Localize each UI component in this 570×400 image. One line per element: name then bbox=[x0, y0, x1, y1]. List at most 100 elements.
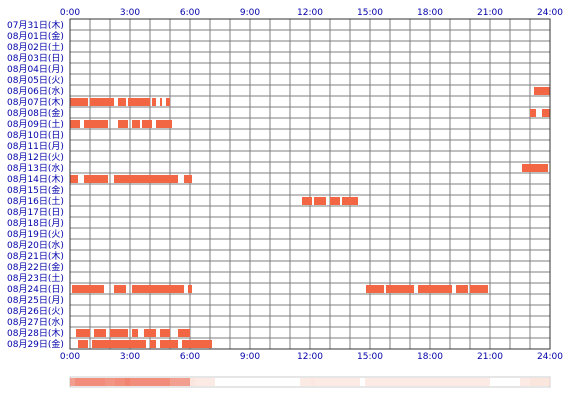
activity-bar bbox=[114, 175, 178, 183]
summary-cell bbox=[80, 378, 85, 386]
activity-bar bbox=[534, 87, 550, 95]
date-label: 08月03日(日) bbox=[7, 53, 64, 64]
summary-cell bbox=[535, 378, 540, 386]
summary-cell bbox=[110, 378, 115, 386]
activity-bar bbox=[470, 285, 488, 293]
activity-bar bbox=[184, 175, 192, 183]
summary-cell bbox=[405, 378, 410, 386]
date-label: 07月31日(木) bbox=[7, 19, 64, 31]
summary-cell bbox=[90, 378, 95, 386]
x-tick-label: 3:00 bbox=[120, 352, 140, 362]
summary-cell bbox=[190, 378, 195, 386]
x-tick-label: 18:00 bbox=[417, 352, 443, 362]
summary-cell bbox=[140, 378, 145, 386]
chart-frame bbox=[69, 18, 551, 350]
activity-bar bbox=[118, 120, 128, 128]
summary-cell bbox=[350, 378, 355, 386]
activity-bar bbox=[90, 98, 114, 106]
activity-bar bbox=[84, 175, 108, 183]
summary-cell bbox=[455, 378, 460, 386]
activity-bar bbox=[70, 98, 88, 106]
date-label: 08月14日(木) bbox=[7, 173, 64, 185]
summary-cell bbox=[175, 378, 180, 386]
summary-cell bbox=[530, 378, 535, 386]
date-label: 08月02日(土) bbox=[7, 41, 64, 53]
summary-cell bbox=[355, 378, 360, 386]
x-tick-label: 12:00 bbox=[297, 352, 323, 362]
chart-grid bbox=[70, 19, 550, 349]
summary-cell bbox=[425, 378, 430, 386]
summary-cell bbox=[195, 378, 200, 386]
activity-bar bbox=[132, 120, 140, 128]
activity-bar bbox=[330, 197, 340, 205]
summary-cell bbox=[385, 378, 390, 386]
activity-bar bbox=[530, 109, 536, 117]
summary-cell bbox=[420, 378, 425, 386]
summary-cell bbox=[365, 378, 370, 386]
date-label: 08月25日(月) bbox=[7, 295, 64, 306]
date-label: 08月20日(水) bbox=[7, 239, 64, 251]
activity-bar bbox=[522, 164, 548, 172]
summary-cell bbox=[395, 378, 400, 386]
summary-cell bbox=[445, 378, 450, 386]
x-tick-label: 9:00 bbox=[240, 352, 260, 362]
activity-bar bbox=[70, 120, 80, 128]
activity-bar bbox=[386, 285, 414, 293]
date-label: 08月06日(水) bbox=[7, 85, 64, 97]
activity-bar bbox=[542, 109, 550, 117]
activity-bar bbox=[84, 120, 108, 128]
x-tick-label: 24:00 bbox=[537, 352, 563, 362]
summary-cell bbox=[475, 378, 480, 386]
activity-bar bbox=[132, 329, 138, 337]
summary-cell bbox=[180, 378, 185, 386]
summary-cell bbox=[75, 378, 80, 386]
summary-cell bbox=[410, 378, 415, 386]
summary-cell bbox=[340, 378, 345, 386]
x-tick-label: 0:00 bbox=[60, 8, 80, 18]
activity-bar bbox=[128, 98, 150, 106]
activity-bar bbox=[160, 340, 178, 348]
summary-cell bbox=[130, 378, 135, 386]
summary-cell bbox=[70, 378, 75, 386]
summary-cell bbox=[135, 378, 140, 386]
summary-cell bbox=[480, 378, 485, 386]
x-tick-label: 12:00 bbox=[297, 8, 323, 18]
date-label: 08月28日(木) bbox=[7, 327, 64, 339]
summary-cell bbox=[120, 378, 125, 386]
activity-bar bbox=[94, 329, 106, 337]
summary-cell bbox=[400, 378, 405, 386]
summary-cell bbox=[115, 378, 120, 386]
summary-cell bbox=[330, 378, 335, 386]
activity-bar bbox=[456, 285, 468, 293]
date-label: 08月07日(木) bbox=[7, 96, 64, 108]
activity-bar bbox=[144, 329, 156, 337]
summary-cell bbox=[165, 378, 170, 386]
summary-cell bbox=[320, 378, 325, 386]
date-label: 08月26日(火) bbox=[7, 306, 64, 317]
date-label: 08月13日(水) bbox=[7, 162, 64, 174]
summary-cell bbox=[525, 378, 530, 386]
x-tick-label: 6:00 bbox=[180, 352, 200, 362]
summary-cell bbox=[325, 378, 330, 386]
summary-cell bbox=[310, 378, 315, 386]
date-label: 08月29日(金) bbox=[7, 338, 64, 350]
activity-bar bbox=[160, 98, 162, 106]
date-label: 08月24日(日) bbox=[7, 284, 64, 295]
activity-bar bbox=[342, 197, 358, 205]
summary-cell bbox=[440, 378, 445, 386]
date-label: 08月23日(土) bbox=[7, 272, 64, 284]
summary-cell bbox=[145, 378, 150, 386]
x-axis-bottom: 0:00 3:00 6:00 9:00 12:00 15:00 18:00 21:00 24:0… bbox=[60, 352, 563, 362]
activity-bar bbox=[156, 120, 172, 128]
x-tick-label: 21:00 bbox=[477, 8, 503, 18]
summary-cell bbox=[390, 378, 395, 386]
date-label: 08月22日(金) bbox=[7, 261, 64, 273]
summary-cell bbox=[85, 378, 90, 386]
date-label: 08月17日(日) bbox=[7, 207, 64, 218]
activity-bar bbox=[70, 175, 78, 183]
date-label: 08月05日(火) bbox=[7, 75, 64, 86]
activity-bar bbox=[110, 329, 128, 337]
activity-bars bbox=[70, 87, 550, 348]
activity-bar bbox=[76, 329, 90, 337]
date-label: 08月01日(金) bbox=[7, 30, 64, 42]
